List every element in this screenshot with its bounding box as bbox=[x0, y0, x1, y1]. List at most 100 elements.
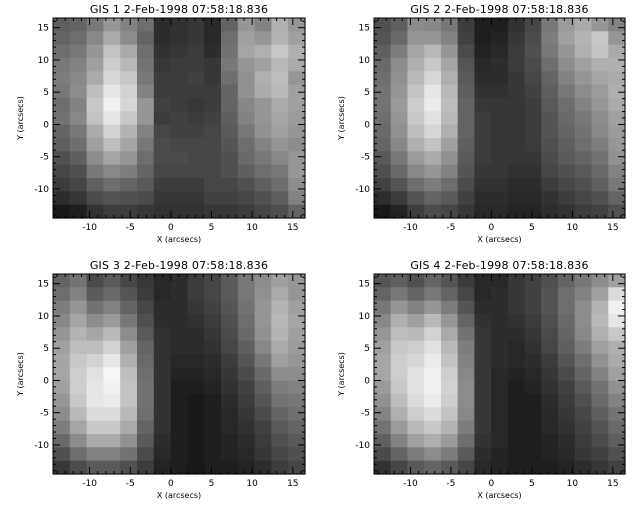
image-pixel bbox=[204, 111, 222, 126]
image-pixel bbox=[440, 394, 459, 408]
x-axis-label: X (arcsecs) bbox=[157, 235, 201, 244]
image-pixel bbox=[424, 354, 442, 368]
image-pixel bbox=[221, 434, 239, 448]
image-pixel bbox=[53, 460, 71, 475]
x-tick-label: 15 bbox=[607, 479, 618, 489]
image-pixel bbox=[271, 204, 289, 219]
image-pixel bbox=[407, 380, 425, 395]
image-pixel bbox=[153, 327, 172, 342]
image-pixel bbox=[271, 287, 289, 302]
image-pixel bbox=[53, 447, 71, 462]
image-pixel bbox=[491, 124, 509, 139]
image-pixel bbox=[574, 367, 593, 382]
image-pixel bbox=[374, 111, 392, 126]
image-pixel bbox=[86, 460, 104, 475]
image-pixel bbox=[204, 340, 222, 355]
image-pixel bbox=[271, 354, 289, 368]
image-pixel bbox=[541, 340, 559, 355]
image-pixel bbox=[474, 407, 492, 422]
image-pixel bbox=[237, 138, 256, 152]
image-pixel bbox=[69, 191, 88, 206]
image-pixel bbox=[153, 434, 172, 448]
image-pixel bbox=[574, 354, 593, 368]
image-pixel bbox=[221, 44, 239, 59]
image-pixel bbox=[137, 151, 155, 166]
image-pixel bbox=[374, 327, 392, 342]
image-pixel bbox=[591, 204, 609, 219]
image-pixel bbox=[86, 84, 104, 99]
image-pixel bbox=[69, 447, 88, 462]
image-pixel bbox=[103, 407, 121, 422]
image-pixel bbox=[591, 18, 609, 32]
image-pixel bbox=[591, 151, 609, 166]
image-pixel bbox=[608, 420, 626, 435]
image-pixel bbox=[574, 164, 593, 179]
image-pixel bbox=[407, 58, 425, 72]
gis-panel-3: GIS 3 2-Feb-1998 07:58:18.836 -10 -5 0 5 10 15… bbox=[16, 259, 306, 500]
image-pixel bbox=[271, 314, 289, 328]
image-pixel bbox=[507, 138, 526, 152]
image-pixel bbox=[374, 58, 392, 72]
image-pixel bbox=[440, 274, 459, 288]
image-pixel bbox=[86, 58, 104, 72]
image-pixel bbox=[137, 327, 155, 342]
image-pixel bbox=[374, 274, 392, 288]
image-pixel bbox=[591, 98, 609, 112]
image-pixel bbox=[187, 111, 205, 126]
image-pixel bbox=[524, 84, 542, 99]
image-pixel bbox=[374, 394, 392, 408]
image-pixel bbox=[69, 327, 88, 342]
image-pixel bbox=[574, 98, 593, 112]
image-pixel bbox=[407, 287, 425, 302]
image-pixel bbox=[374, 84, 392, 99]
image-pixel bbox=[53, 44, 71, 59]
image-pixel bbox=[507, 58, 526, 72]
image-pixel bbox=[390, 204, 409, 219]
image-pixel bbox=[170, 407, 188, 422]
image-pixel bbox=[103, 98, 121, 112]
image-pixel bbox=[374, 31, 392, 46]
image-pixel bbox=[221, 98, 239, 112]
image-pixel bbox=[170, 380, 188, 395]
image-pixel bbox=[170, 164, 188, 179]
image-pixel bbox=[407, 327, 425, 342]
image-pixel bbox=[558, 124, 576, 139]
image-pixel bbox=[558, 434, 576, 448]
image-pixel bbox=[288, 340, 306, 355]
image-pixel bbox=[103, 84, 121, 99]
image-pixel bbox=[608, 274, 626, 288]
image-pixel bbox=[254, 300, 272, 315]
image-pixel bbox=[474, 138, 492, 152]
x-tick-label: -10 bbox=[403, 479, 418, 489]
image-pixel bbox=[69, 300, 88, 315]
image-pixel bbox=[491, 407, 509, 422]
image-pixel bbox=[440, 460, 459, 475]
image-pixel bbox=[53, 71, 71, 86]
image-pixel bbox=[474, 58, 492, 72]
image-pixel bbox=[558, 138, 576, 152]
image-pixel bbox=[507, 111, 526, 126]
image-pixel bbox=[187, 300, 205, 315]
image-pixel bbox=[390, 300, 409, 315]
image-pixel bbox=[221, 18, 239, 32]
image-pixel bbox=[288, 314, 306, 328]
image-pixel bbox=[271, 84, 289, 99]
image-pixel bbox=[271, 300, 289, 315]
image-pixel bbox=[153, 71, 172, 86]
image-pixel bbox=[541, 300, 559, 315]
image-pixel bbox=[69, 124, 88, 139]
image-pixel bbox=[524, 191, 542, 206]
image-pixel bbox=[254, 314, 272, 328]
image-pixel bbox=[120, 84, 138, 99]
image-pixel bbox=[524, 367, 542, 382]
image-pixel bbox=[120, 204, 138, 219]
image-pixel bbox=[86, 124, 104, 139]
image-pixel bbox=[574, 44, 593, 59]
image-pixel bbox=[558, 460, 576, 475]
image-pixel bbox=[187, 354, 205, 368]
image-pixel bbox=[524, 164, 542, 179]
image-pixel bbox=[457, 407, 475, 422]
image-pixel bbox=[254, 138, 272, 152]
image-pixel bbox=[204, 58, 222, 72]
image-pixel bbox=[424, 327, 442, 342]
